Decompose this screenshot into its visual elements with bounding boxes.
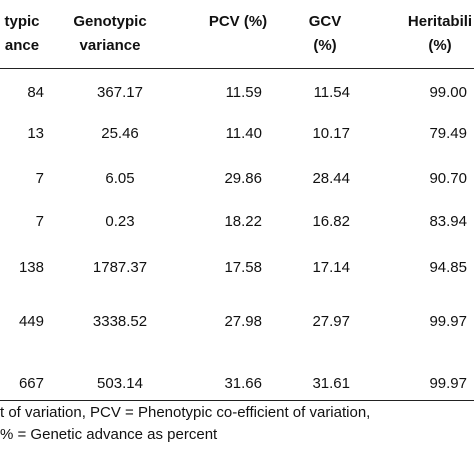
header-cell: ance	[4, 37, 40, 54]
table-cell: 0.23	[105, 213, 135, 230]
table-cell: 7	[35, 170, 44, 187]
table-cell: 3338.52	[92, 313, 148, 330]
table-cell: 99.00	[429, 84, 467, 101]
bottom-rule	[0, 400, 474, 401]
table-cell: 28.44	[312, 170, 350, 187]
table-cell: 449	[18, 313, 44, 330]
table-cell: 90.70	[429, 170, 467, 187]
table-cell: 84	[27, 84, 44, 101]
table-cell: 13	[27, 125, 44, 142]
table-cell: 11.59	[225, 84, 262, 101]
header-cell: (%)	[313, 37, 337, 54]
table-cell: 667	[18, 375, 44, 392]
table-cell: 83.94	[429, 213, 467, 230]
table-cell: 17.58	[224, 259, 262, 276]
table-cell: 31.66	[224, 375, 262, 392]
header-cell: PCV (%)	[208, 13, 268, 30]
table-cell: 94.85	[429, 259, 467, 276]
table-cell: 11.54	[313, 84, 350, 101]
header-cell: GCV	[308, 13, 342, 30]
table-cell: 79.49	[429, 125, 467, 142]
header-cell: (%)	[428, 37, 452, 54]
table-cell: 27.98	[224, 313, 262, 330]
table-cell: 25.46	[101, 125, 139, 142]
table-cell: 29.86	[224, 170, 262, 187]
footnote: % = Genetic advance as percent	[0, 426, 218, 443]
table-cell: 11.40	[225, 125, 262, 142]
table-cell: 16.82	[312, 213, 350, 230]
table-cell: 10.17	[312, 125, 350, 142]
table-cell: 367.17	[97, 84, 143, 101]
table-cell: 18.22	[224, 213, 262, 230]
table-cell: 17.14	[312, 259, 350, 276]
header-cell: variance	[79, 37, 141, 54]
header-cell: Heritabili	[407, 13, 473, 30]
header-cell: Genotypic	[73, 13, 147, 30]
table-cell: 99.97	[429, 313, 467, 330]
header-rule	[0, 68, 474, 69]
table-cell: 27.97	[312, 313, 350, 330]
table-cell: 6.05	[105, 170, 135, 187]
table-cell: 99.97	[429, 375, 467, 392]
table-cell: 503.14	[97, 375, 143, 392]
table-cell: 1787.37	[92, 259, 148, 276]
header-cell: typic	[4, 13, 40, 30]
table-cell: 31.61	[312, 375, 350, 392]
table-cell: 138	[18, 259, 44, 276]
footnote: t of variation, PCV = Phenotypic co-effi…	[0, 404, 371, 421]
table-cell: 7	[35, 213, 44, 230]
